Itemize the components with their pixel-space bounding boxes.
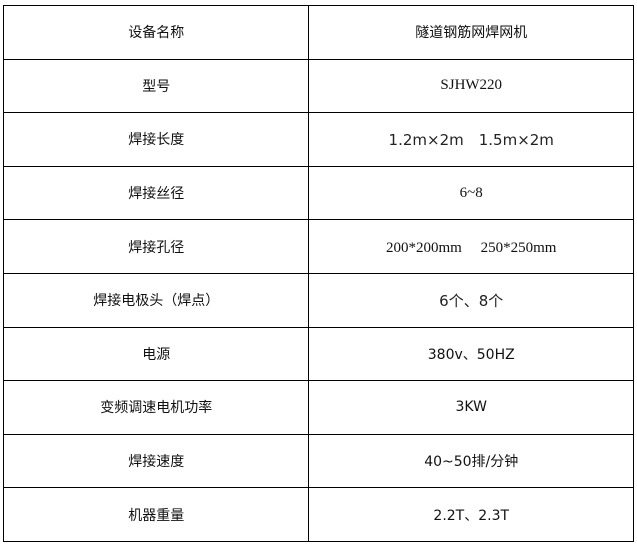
spec-value: 40~50排/分钟 [308,433,634,489]
table-row: 焊接电极头（焊点） 6个、8个 [2,272,634,328]
spec-value: 3KW [308,380,634,435]
table-row: 焊接长度 1.2m×2m 1.5m×2m [2,112,634,167]
table-row: 焊接孔径 200*200mm 250*250mm [2,219,634,274]
spec-label: 型号 [2,58,310,114]
table-row: 设备名称 隧道钢筋网焊网机 [2,5,634,60]
spec-value: 2.2T、2.3T [308,487,634,542]
spec-label: 焊接孔径 [2,219,310,274]
spec-label: 焊接电极头（焊点） [2,272,310,328]
spec-value: 6个、8个 [308,272,634,328]
spec-value: 隧道钢筋网焊网机 [308,5,634,60]
spec-value: 200*200mm 250*250mm [308,219,634,274]
spec-label: 焊接速度 [2,433,310,489]
table-row: 机器重量 2.2T、2.3T [2,487,634,542]
table-row: 焊接丝径 6~8 [2,165,634,221]
spec-value: 1.2m×2m 1.5m×2m [308,112,634,167]
table-row: 型号 SJHW220 [2,58,634,114]
spec-value: SJHW220 [308,58,634,114]
spec-value: 380v、50HZ [308,326,634,382]
spec-value: 6~8 [308,165,634,221]
spec-label: 焊接丝径 [2,165,310,221]
spec-label: 电源 [2,326,310,382]
table-row: 电源 380v、50HZ [2,326,634,382]
table-row: 焊接速度 40~50排/分钟 [2,433,634,489]
table-row: 变频调速电机功率 3KW [2,380,634,435]
spec-table: 设备名称 隧道钢筋网焊网机 型号 SJHW220 焊接长度 1.2m×2m 1.5m×… [2,5,634,542]
spec-label: 设备名称 [2,5,310,60]
spec-label: 机器重量 [2,487,310,542]
spec-label: 焊接长度 [2,112,310,167]
spec-label: 变频调速电机功率 [2,380,310,435]
